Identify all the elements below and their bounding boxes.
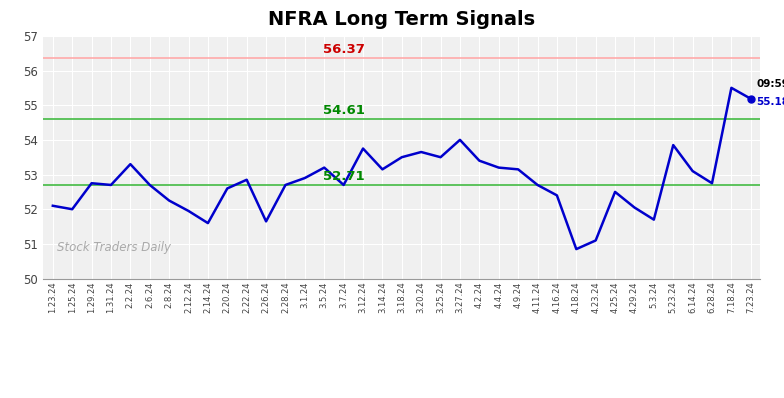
Text: Stock Traders Daily: Stock Traders Daily	[57, 241, 172, 254]
Text: 09:59: 09:59	[757, 79, 784, 89]
Title: NFRA Long Term Signals: NFRA Long Term Signals	[268, 10, 535, 29]
Text: 56.37: 56.37	[323, 43, 365, 56]
Text: 55.185: 55.185	[757, 97, 784, 107]
Text: 54.61: 54.61	[323, 103, 365, 117]
Text: 52.71: 52.71	[323, 170, 365, 183]
